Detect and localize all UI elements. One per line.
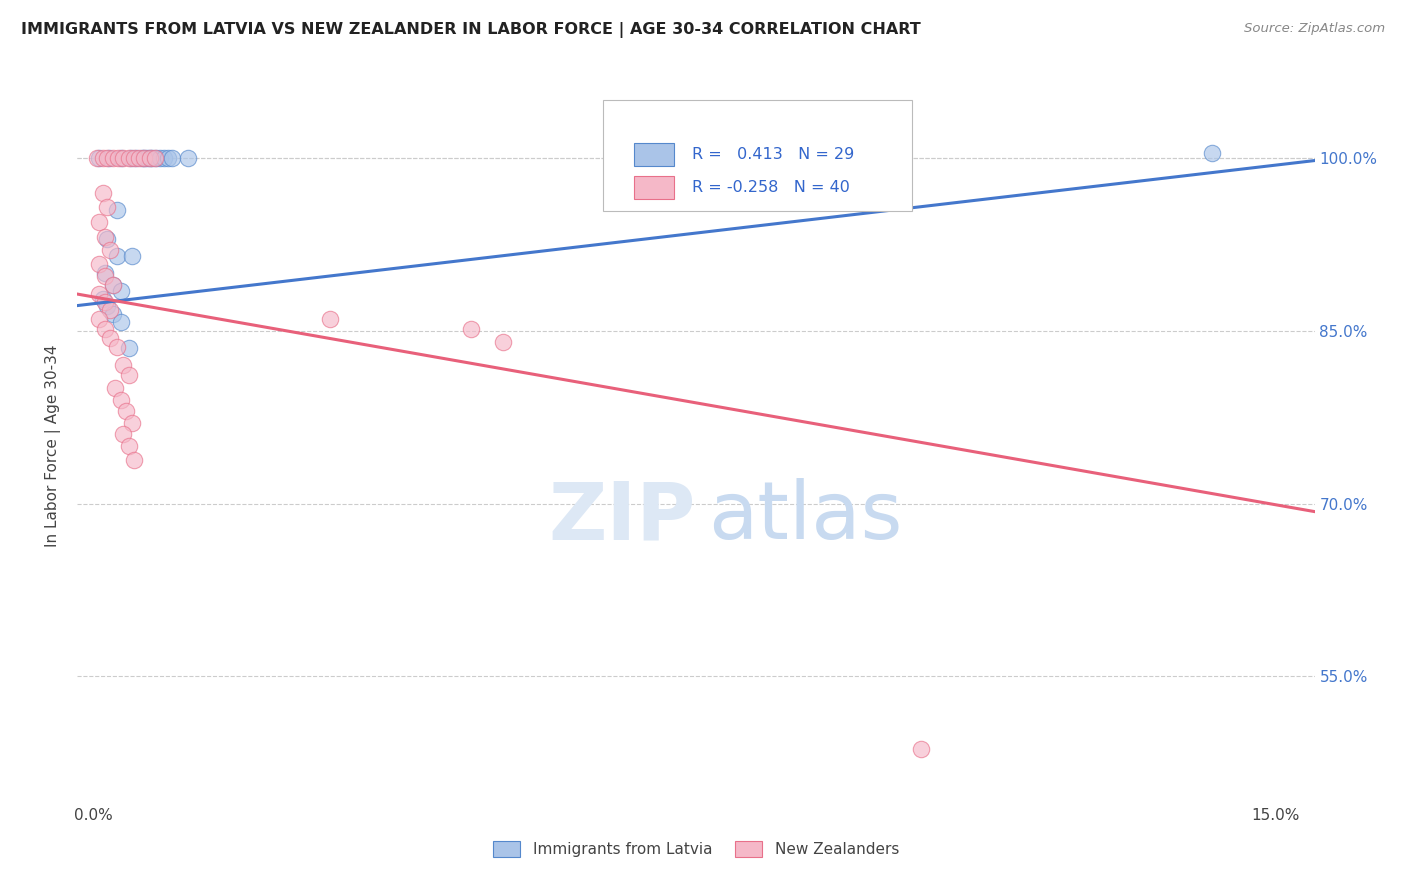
Point bbox=[125, 151, 148, 165]
Point bbox=[131, 151, 153, 165]
Point bbox=[110, 151, 132, 165]
Point bbox=[134, 151, 156, 165]
Point bbox=[91, 186, 114, 200]
Point bbox=[110, 284, 132, 298]
Point bbox=[101, 277, 124, 292]
Point bbox=[117, 368, 139, 382]
Text: atlas: atlas bbox=[709, 478, 903, 557]
Point bbox=[91, 292, 114, 306]
FancyBboxPatch shape bbox=[603, 100, 912, 211]
Point bbox=[120, 151, 142, 165]
Point bbox=[97, 151, 120, 165]
Point bbox=[117, 341, 139, 355]
Point bbox=[115, 404, 138, 418]
Text: Source: ZipAtlas.com: Source: ZipAtlas.com bbox=[1244, 22, 1385, 36]
Point bbox=[156, 151, 179, 165]
Point bbox=[121, 416, 143, 430]
Legend: Immigrants from Latvia, New Zealanders: Immigrants from Latvia, New Zealanders bbox=[486, 835, 905, 863]
Point bbox=[143, 151, 166, 165]
Point bbox=[112, 359, 135, 373]
Point bbox=[135, 151, 157, 165]
Point bbox=[160, 151, 183, 165]
Point bbox=[94, 295, 117, 310]
Point bbox=[139, 151, 162, 165]
Point bbox=[89, 287, 111, 301]
Point bbox=[86, 151, 108, 165]
Point bbox=[100, 244, 122, 258]
Point bbox=[122, 452, 145, 467]
Point bbox=[100, 303, 122, 318]
Point bbox=[89, 312, 111, 326]
Point bbox=[122, 151, 145, 165]
Point bbox=[96, 232, 118, 246]
Point bbox=[94, 266, 117, 280]
Point bbox=[112, 427, 135, 442]
Point bbox=[105, 202, 128, 217]
Point bbox=[910, 741, 932, 756]
Point bbox=[105, 249, 128, 263]
Point bbox=[96, 299, 118, 313]
Point bbox=[96, 200, 118, 214]
Point bbox=[105, 340, 128, 354]
Point bbox=[96, 151, 118, 165]
Bar bbox=[634, 144, 673, 166]
Point bbox=[89, 257, 111, 271]
Bar bbox=[634, 177, 673, 199]
Point bbox=[117, 439, 139, 453]
Text: IMMIGRANTS FROM LATVIA VS NEW ZEALANDER IN LABOR FORCE | AGE 30-34 CORRELATION C: IMMIGRANTS FROM LATVIA VS NEW ZEALANDER … bbox=[21, 22, 921, 38]
Point bbox=[117, 151, 139, 165]
Point bbox=[110, 392, 132, 407]
Point bbox=[89, 151, 111, 165]
Point bbox=[176, 151, 198, 165]
Point bbox=[134, 151, 156, 165]
Point bbox=[100, 331, 122, 345]
Point bbox=[153, 151, 176, 165]
Point bbox=[101, 307, 124, 321]
Point bbox=[94, 268, 117, 283]
Point bbox=[112, 151, 135, 165]
Point bbox=[94, 229, 117, 244]
Point bbox=[91, 151, 114, 165]
Point bbox=[141, 151, 163, 165]
Text: ZIP: ZIP bbox=[548, 478, 696, 557]
Point bbox=[107, 151, 129, 165]
Point bbox=[104, 381, 127, 395]
Point bbox=[101, 151, 124, 165]
Y-axis label: In Labor Force | Age 30-34: In Labor Force | Age 30-34 bbox=[45, 344, 62, 548]
Point bbox=[1201, 145, 1223, 160]
Point bbox=[89, 214, 111, 228]
Point bbox=[110, 315, 132, 329]
Text: R =   0.413   N = 29: R = 0.413 N = 29 bbox=[692, 147, 855, 162]
Text: R = -0.258   N = 40: R = -0.258 N = 40 bbox=[692, 180, 851, 195]
Point bbox=[145, 151, 167, 165]
Point bbox=[139, 151, 162, 165]
Point bbox=[121, 249, 143, 263]
Point bbox=[101, 277, 124, 292]
Point bbox=[149, 151, 172, 165]
Point bbox=[94, 321, 117, 335]
Point bbox=[460, 321, 482, 335]
Point bbox=[318, 312, 340, 326]
Point bbox=[128, 151, 150, 165]
Point bbox=[492, 335, 515, 350]
